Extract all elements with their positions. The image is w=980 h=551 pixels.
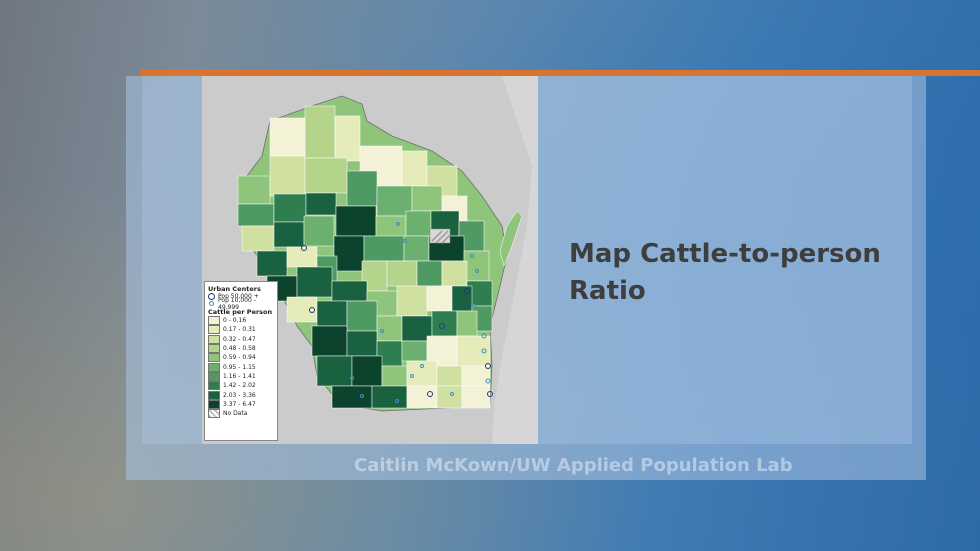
legend-class-row: 0.48 - 0.58: [208, 344, 274, 354]
legend-swatch: [208, 371, 220, 381]
legend-class-list: 0 - 0.16 0.17 - 0.31 0.32 - 0.47 0.48 - 0.5…: [208, 316, 274, 419]
slide-title: Map Cattle-to-person Ratio: [569, 236, 899, 310]
legend-class-label: 1.16 - 1.41: [223, 372, 256, 380]
legend-swatch: [208, 316, 220, 326]
legend-class-label: 0.59 - 0.94: [223, 354, 256, 362]
legend-class-row: No Data: [208, 409, 274, 419]
legend-class-label: 0 - 0.16: [223, 317, 247, 325]
legend-urban-small-label: Pop 10,000 - 49,999: [218, 296, 256, 311]
legend-class-label: 2.03 - 3.36: [223, 391, 256, 399]
legend-class-row: 0.59 - 0.94: [208, 353, 274, 363]
legend-urban-small: Pop 10,000 - 49,999: [208, 297, 274, 311]
legend-class-row: 0.32 - 0.47: [208, 334, 274, 344]
legend-class-row: 1.42 - 2.02: [208, 381, 274, 391]
legend-class-label: 0.17 - 0.31: [223, 326, 256, 334]
legend-class-row: 0 - 0.16: [208, 316, 274, 326]
legend-swatch: [208, 390, 220, 400]
large-city-dot-icon: [208, 293, 215, 300]
legend-class-label: 1.42 - 2.02: [223, 382, 256, 390]
accent-rule: [140, 70, 980, 76]
legend-swatch: [208, 353, 220, 363]
legend-swatch: [208, 409, 220, 419]
legend-swatch: [208, 325, 220, 335]
legend-class-row: 0.17 - 0.31: [208, 325, 274, 335]
slide-title-line2: Ratio: [569, 276, 646, 306]
legend-class-label: 3.37 - 6.47: [223, 400, 256, 408]
legend-class-row: 2.03 - 3.36: [208, 390, 274, 400]
legend-swatch: [208, 344, 220, 354]
small-city-dot-icon: [209, 301, 214, 306]
legend-urban-large: Pop 50,000 +: [208, 293, 274, 300]
legend-swatch: [208, 399, 220, 409]
legend-class-row: 1.16 - 1.41: [208, 371, 274, 381]
photo-credit: Caitlin McKown/UW Applied Population Lab: [354, 455, 793, 476]
legend-swatch: [208, 381, 220, 391]
legend-urban-heading: Urban Centers: [208, 285, 261, 293]
legend-cattle-heading: Cattle per Person: [208, 308, 273, 316]
map-legend: Urban Centers Pop 50,000 + Pop 10,000 - …: [204, 281, 278, 441]
legend-swatch: [208, 362, 220, 372]
legend-class-row: 3.37 - 6.47: [208, 399, 274, 409]
legend-class-label: No Data: [223, 410, 248, 418]
legend-class-label: 0.32 - 0.47: [223, 335, 256, 343]
urban-centers: [301, 222, 493, 403]
legend-class-row: 0.95 - 1.15: [208, 362, 274, 372]
slide-title-line1: Map Cattle-to-person: [569, 239, 881, 269]
counties: [237, 105, 523, 409]
legend-class-label: 0.95 - 1.15: [223, 363, 256, 371]
legend-urban-large-label: Pop 50,000 +: [218, 293, 259, 300]
legend-swatch: [208, 334, 220, 344]
legend-class-label: 0.48 - 0.58: [223, 345, 256, 353]
